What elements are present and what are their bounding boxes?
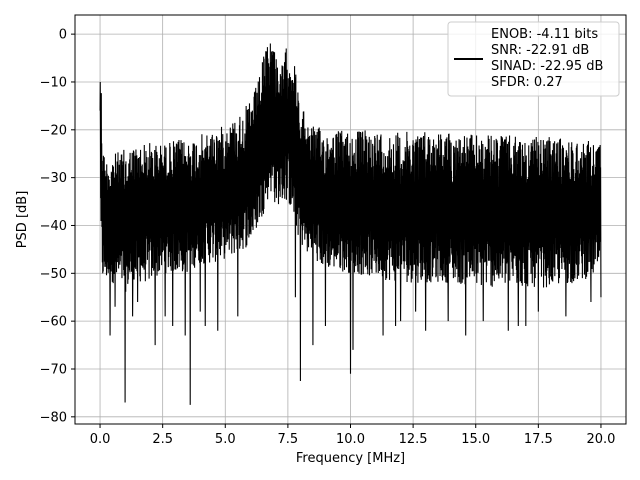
y-tick-label: −70 xyxy=(40,362,67,377)
psd-series-line xyxy=(99,43,602,405)
x-tick-label: 20.0 xyxy=(586,432,615,447)
legend-sinad: SINAD: -22.95 dB xyxy=(491,59,603,74)
y-tick-label: −40 xyxy=(40,219,67,234)
legend-enob: ENOB: -4.11 bits xyxy=(491,27,598,42)
x-axis-ticks: 0.0 2.5 5.0 7.5 10.0 12.5 15.0 17.5 20.0 xyxy=(90,424,615,447)
legend: ENOB: -4.11 bits SNR: -22.91 dB SINAD: -… xyxy=(447,21,620,97)
y-tick-label: −60 xyxy=(40,315,67,330)
x-tick-label: 2.5 xyxy=(152,432,173,447)
x-axis-label: Frequency [MHz] xyxy=(296,451,405,466)
y-tick-label: −80 xyxy=(40,410,67,425)
y-tick-label: −10 xyxy=(40,75,67,90)
legend-box xyxy=(447,21,620,97)
x-tick-label: 5.0 xyxy=(215,432,236,447)
x-tick-label: 10.0 xyxy=(336,432,365,447)
y-axis-label: PSD [dB] xyxy=(15,191,30,249)
y-tick-label: −50 xyxy=(40,267,67,282)
plot-area xyxy=(99,43,602,405)
legend-sfdr: SFDR: 0.27 xyxy=(491,75,563,90)
x-tick-label: 17.5 xyxy=(524,432,553,447)
y-axis-ticks: 0 −10 −20 −30 −40 −50 −60 −70 −80 xyxy=(40,28,75,425)
x-tick-label: 0.0 xyxy=(90,432,111,447)
y-tick-label: −20 xyxy=(40,123,67,138)
x-tick-label: 12.5 xyxy=(399,432,428,447)
legend-snr: SNR: -22.91 dB xyxy=(491,43,589,58)
x-tick-label: 7.5 xyxy=(278,432,299,447)
y-tick-label: −30 xyxy=(40,171,67,186)
x-tick-label: 15.0 xyxy=(461,432,490,447)
y-tick-label: 0 xyxy=(59,28,67,43)
